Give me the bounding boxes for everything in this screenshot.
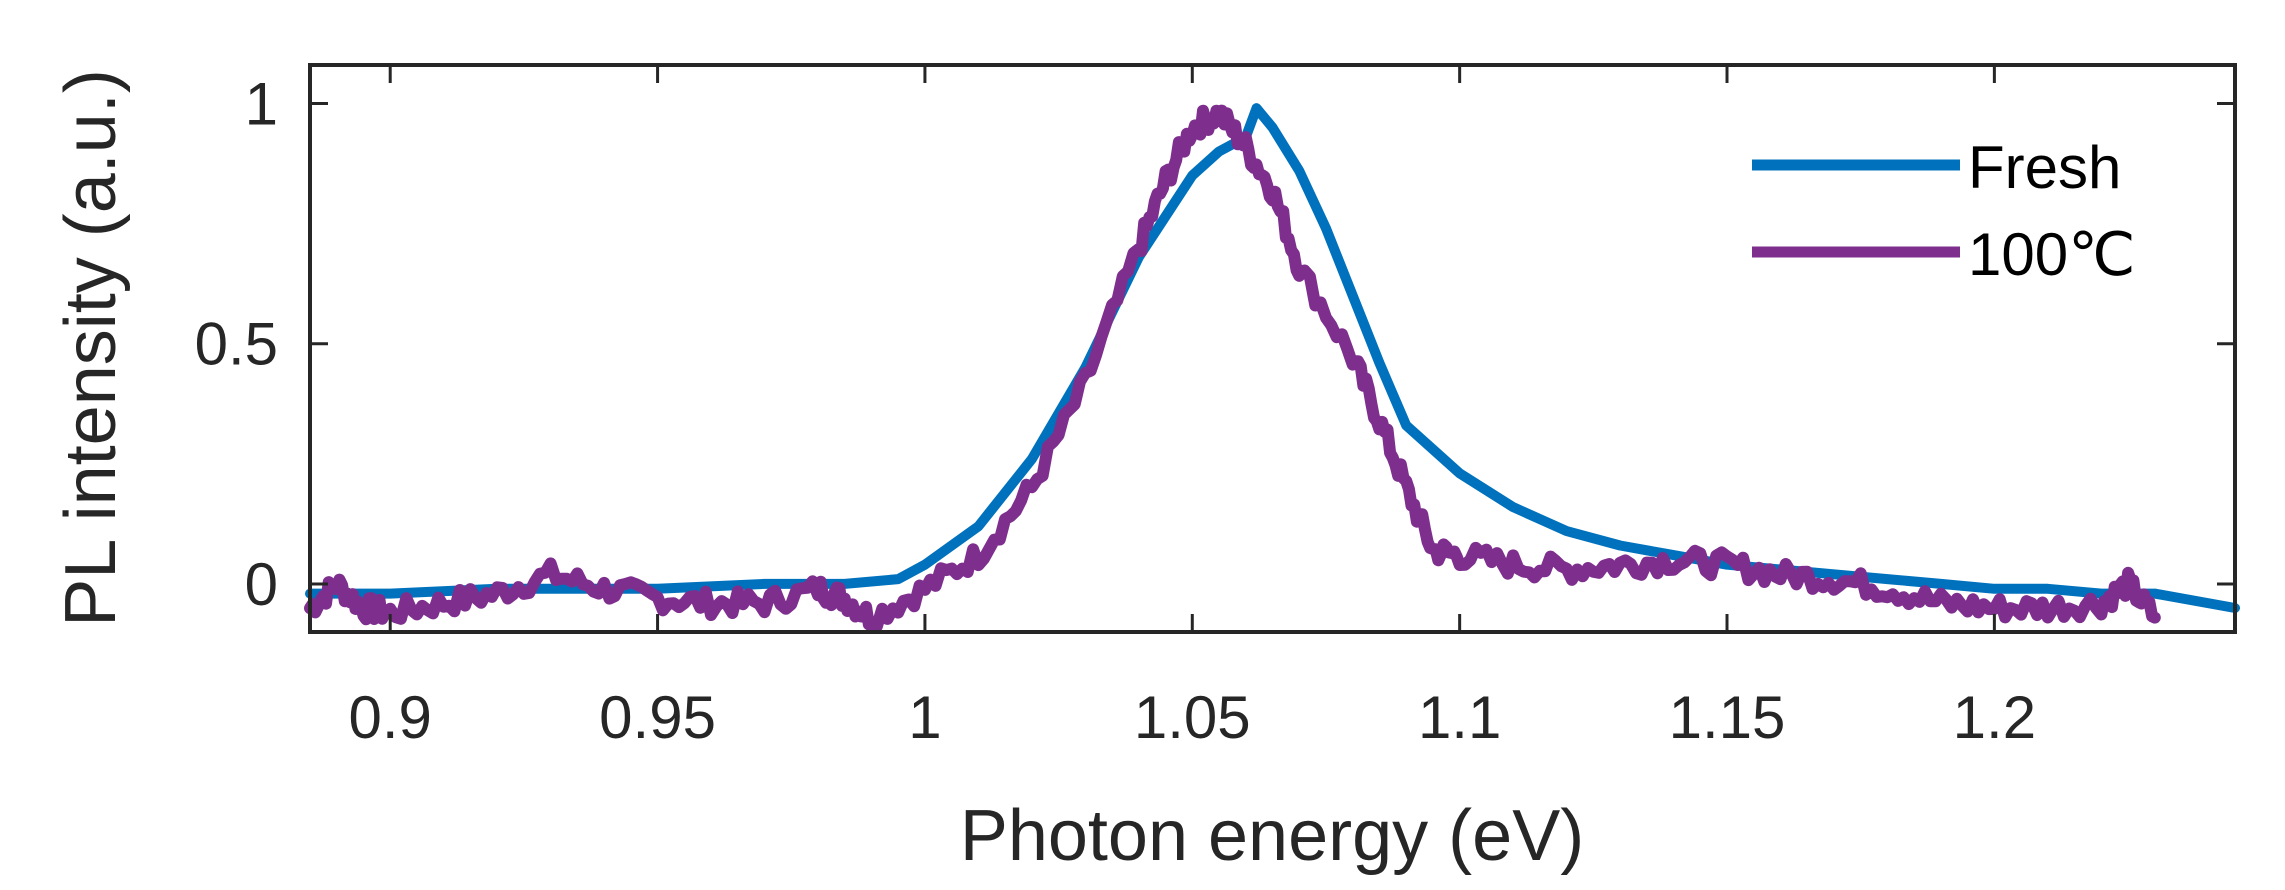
x-tick-label: 0.95 — [599, 684, 716, 751]
legend-label-fresh: Fresh — [1968, 134, 2121, 201]
x-axis-title: Photon energy (eV) — [960, 796, 1584, 876]
x-tick-label: 1.1 — [1418, 684, 1501, 751]
series-line-fresh — [305, 103, 2240, 613]
legend: Fresh 100℃ — [1752, 134, 2136, 288]
y-tick-label: 1 — [245, 70, 278, 137]
plot-area — [310, 65, 2235, 632]
y-tick-label: 0.5 — [195, 311, 278, 378]
series-layer — [304, 103, 2240, 633]
x-axis: 0.9 0.95 1 1.05 1.1 1.15 1.2 — [348, 65, 2036, 751]
y-tick-label: 0 — [245, 551, 278, 618]
x-tick-label: 1.15 — [1669, 684, 1786, 751]
x-tick-label: 1.05 — [1134, 684, 1251, 751]
x-tick-label: 1 — [908, 684, 941, 751]
series-line-100c — [304, 104, 2161, 633]
y-axis: 00.51 — [195, 70, 2235, 618]
x-tick-label: 0.9 — [348, 684, 431, 751]
x-tick-label: 1.2 — [1953, 684, 2036, 751]
legend-label-100c: 100℃ — [1968, 221, 2136, 288]
y-axis-title: PL intensity (a.u.) — [51, 69, 131, 627]
plot-frame — [308, 63, 2237, 634]
